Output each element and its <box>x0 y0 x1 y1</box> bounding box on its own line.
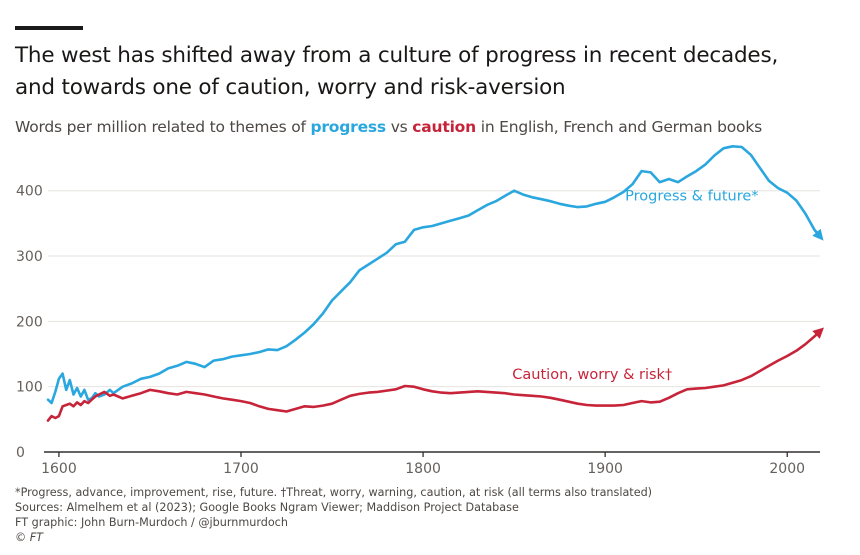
x-tick-label-1900: 1900 <box>587 461 623 477</box>
series-layer <box>46 145 824 422</box>
y-tick-label-200: 200 <box>16 314 43 330</box>
grid-layer <box>48 190 820 388</box>
y-tick-label-0: 0 <box>16 445 25 461</box>
caution-series-label: Caution, worry & risk† <box>512 367 672 383</box>
subtitle-progress-keyword: progress <box>310 118 386 136</box>
x-tick-label-1600: 1600 <box>41 461 77 477</box>
subtitle-text-post: in English, French and German books <box>475 118 762 136</box>
footnote: *Progress, advance, improvement, rise, f… <box>15 486 653 499</box>
x-tick-label-1800: 1800 <box>405 461 441 477</box>
sources-note: Sources: Almelhem et al (2023); Google B… <box>15 501 519 514</box>
title-line-2: and towards one of caution, worry and ri… <box>15 75 566 100</box>
caution-series-line <box>46 327 824 422</box>
x-tick-label-2000: 2000 <box>769 461 805 477</box>
progress-series-label: Progress & future* <box>625 189 758 205</box>
x-tick-label-1700: 1700 <box>223 461 259 477</box>
y-tick-label-100: 100 <box>16 380 43 396</box>
subtitle-text-mid: vs <box>385 118 413 136</box>
subtitle-text-pre: Words per million related to themes of <box>15 118 311 136</box>
chart-subtitle: Words per million related to themes of p… <box>15 116 845 138</box>
copyright-note: © FT <box>15 531 44 544</box>
label-layer: Progress & future* Caution, worry & risk† <box>512 189 758 383</box>
chart-title: The west has shifted away from a culture… <box>15 40 845 104</box>
y-tick-label-300: 300 <box>16 249 43 265</box>
progress-series-line <box>46 145 824 405</box>
chart-footer: *Progress, advance, improvement, rise, f… <box>15 485 845 545</box>
axis-layer: 0 100 200 300 400 1600 1700 1800 1900 2000 <box>16 184 820 477</box>
title-line-1: The west has shifted away from a culture… <box>15 43 779 68</box>
y-tick-label-400: 400 <box>16 184 43 200</box>
ft-top-rule <box>15 26 83 30</box>
graphic-credit: FT graphic: John Burn-Murdoch / @jburnmu… <box>15 516 288 529</box>
subtitle-caution-keyword: caution <box>412 118 476 136</box>
